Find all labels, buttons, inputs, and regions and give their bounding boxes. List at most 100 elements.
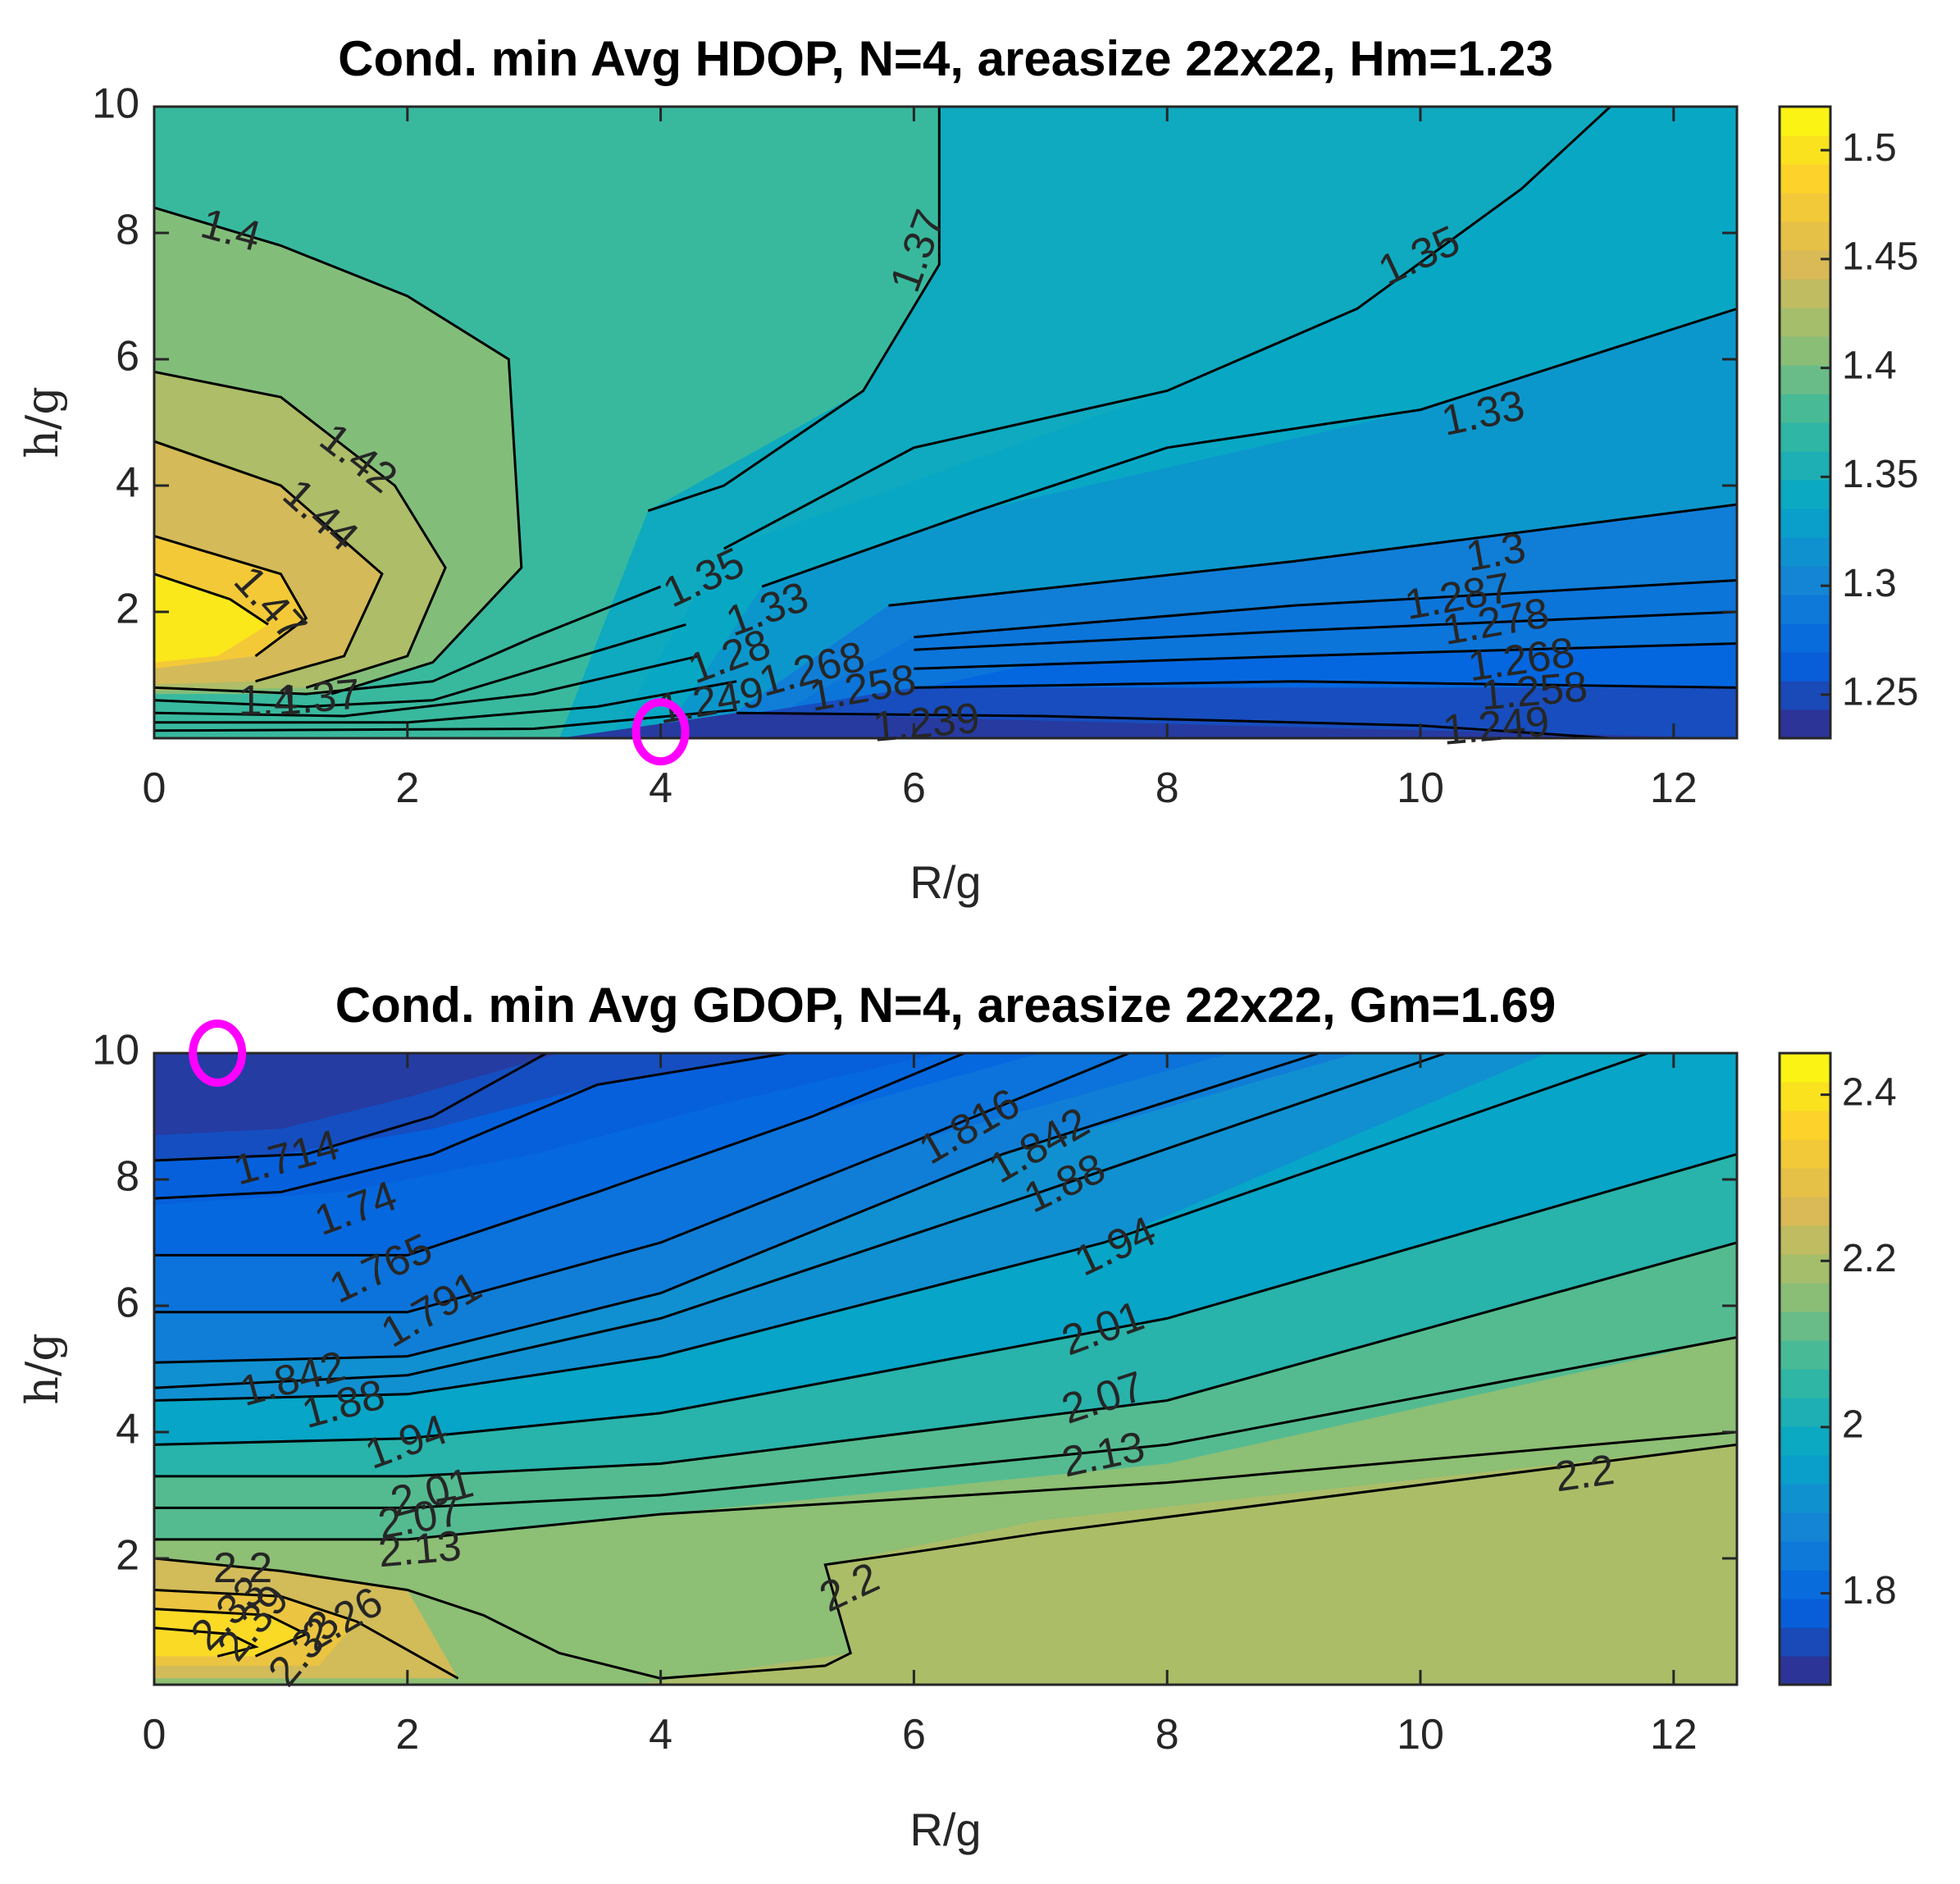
contour-line-16: [154, 655, 700, 718]
y-tick-label: 2: [116, 586, 139, 633]
contour-line-12: [154, 535, 308, 658]
colorbar-swatch: [1780, 1627, 1830, 1657]
contour-line-11: [154, 440, 384, 683]
contour-line-18: [154, 708, 737, 732]
colorbar-tick-label: 1.45: [1842, 235, 1918, 279]
x-tick-label: 4: [649, 764, 672, 812]
x-tick-label: 2: [395, 1711, 419, 1759]
colorbar-swatch: [1780, 537, 1830, 567]
contour-label-14: 1.239: [871, 695, 982, 751]
colorbar-tick-label: 2.2: [1842, 1237, 1897, 1280]
contour-line-10: [154, 370, 447, 689]
x-tick-label: 8: [1155, 764, 1179, 812]
contour-label-19: 2.2: [213, 1544, 272, 1592]
colorbar-frame: [1778, 105, 1832, 740]
contour-line-8: [154, 1241, 1737, 1478]
gdop-chart-title: Cond. min Avg GDOP, N=4, areasize 22x22,…: [335, 978, 1556, 1033]
x-tick-label: 10: [1397, 764, 1444, 812]
x-tick-label: 4: [649, 1711, 672, 1759]
hdop-filled-regions: [154, 107, 1737, 738]
hdop-contour-lines: [154, 107, 1737, 738]
contour-line-3: [154, 1053, 1130, 1314]
colorbar-swatch: [1780, 1139, 1830, 1169]
colorbar-swatch: [1780, 1656, 1830, 1686]
colorbar-tick-label: 2.4: [1842, 1070, 1897, 1114]
contour-line-11: [154, 1443, 1737, 1680]
contour-line-7: [154, 1152, 1737, 1446]
contour-line-9: [154, 206, 523, 696]
y-tick-label: 4: [116, 1406, 139, 1453]
contour-line-13: [154, 572, 269, 626]
colorbar-swatch: [1780, 1455, 1830, 1485]
contour-line-1: [154, 1053, 788, 1200]
hdop-y-axis: 2 4 6 8 10: [92, 80, 1737, 633]
contour-line-7: [914, 680, 1737, 689]
minimum-marker-ring: [189, 1020, 247, 1087]
gdop-y-axis: 2 4 6 8 10: [92, 1027, 1737, 1580]
colorbar-swatch: [1780, 1340, 1830, 1370]
x-tick-label: 0: [143, 764, 166, 812]
x-tick-label: 6: [902, 764, 926, 812]
gdop-minimum-marker: [189, 1020, 247, 1087]
gdop-plot-frame: [153, 1051, 1739, 1686]
y-tick-label: 8: [116, 207, 139, 254]
colorbar-tick-label: 1.5: [1842, 126, 1897, 170]
colorbar-swatch: [1780, 1369, 1830, 1398]
contour-region-8: [559, 713, 1737, 738]
contour-label-17: 2.2: [1552, 1446, 1617, 1501]
hdop-minimum-marker: [631, 698, 690, 766]
colorbar-tick-label: 2: [1842, 1403, 1864, 1447]
minimum-marker-ring: [631, 698, 690, 766]
contour-label-9: 2.13: [376, 1522, 463, 1577]
colorbar-tick-label: 1.25: [1842, 671, 1918, 714]
colorbar-swatch: [1780, 623, 1830, 653]
y-tick-label: 4: [116, 459, 139, 507]
contour-line-3: [888, 503, 1737, 607]
colorbar-swatch: [1780, 1225, 1830, 1255]
contour-region-14: [154, 1608, 307, 1657]
colorbar-swatch: [1780, 451, 1830, 481]
colorbar-swatch: [1780, 394, 1830, 423]
y-tick-label: 8: [116, 1153, 139, 1201]
colorbar-swatch: [1780, 1053, 1830, 1083]
gdop-x-axis-label: R/g: [909, 1804, 981, 1855]
colorbar-swatch: [1780, 1426, 1830, 1456]
colorbar-tick-label: 1.4: [1842, 344, 1897, 387]
gdop-contour-lines: [154, 1053, 1737, 1680]
colorbar-swatch: [1780, 1111, 1830, 1140]
contour-region-13: [154, 573, 268, 663]
gdop-colorbar: 1.8 2 2.2 2.4: [1778, 1051, 1897, 1686]
colorbar-swatch: [1780, 1398, 1830, 1427]
y-tick-label: 6: [116, 333, 139, 381]
contour-line-9: [154, 1336, 1737, 1509]
contour-line-2: [761, 307, 1737, 588]
hdop-y-axis-label: h/g: [16, 386, 68, 458]
contour-line-13: [154, 1608, 309, 1658]
colorbar-swatch: [1780, 221, 1830, 251]
colorbar-swatch: [1780, 250, 1830, 280]
contour-label-15: 1.249: [1441, 698, 1552, 755]
colorbar-tick-label: 1.8: [1842, 1569, 1897, 1613]
colorbar-swatch: [1780, 509, 1830, 538]
gdop-x-axis: 0 2 4 6 8 10 12: [143, 1053, 1698, 1759]
colorbar-swatch: [1780, 1512, 1830, 1542]
x-tick-label: 12: [1650, 1711, 1698, 1759]
colorbar-tick-label: 1.35: [1842, 453, 1918, 496]
contour-label-13: 1.258: [1479, 663, 1589, 719]
colorbar-swatch: [1780, 1168, 1830, 1197]
hdop-colorbar: 1.25 1.3 1.35 1.4 1.45 1.5: [1778, 105, 1918, 740]
colorbar-swatch: [1780, 1599, 1830, 1628]
colorbar-swatch: [1780, 308, 1830, 337]
contour-line-4: [154, 1053, 1320, 1364]
colorbar-swatch: [1780, 279, 1830, 308]
hdop-plot-frame: [153, 105, 1739, 740]
colorbar-swatch: [1780, 336, 1830, 366]
colorbar-swatch: [1780, 164, 1830, 194]
colorbar-swatch: [1780, 422, 1830, 452]
x-tick-label: 0: [143, 1711, 166, 1759]
colorbar-swatch: [1780, 1283, 1830, 1312]
hdop-chart-title: Cond. min Avg HDOP, N=4, areasize 22x22,…: [338, 31, 1553, 86]
colorbar-swatch: [1780, 1082, 1830, 1111]
contour-line-12: [154, 1589, 459, 1680]
